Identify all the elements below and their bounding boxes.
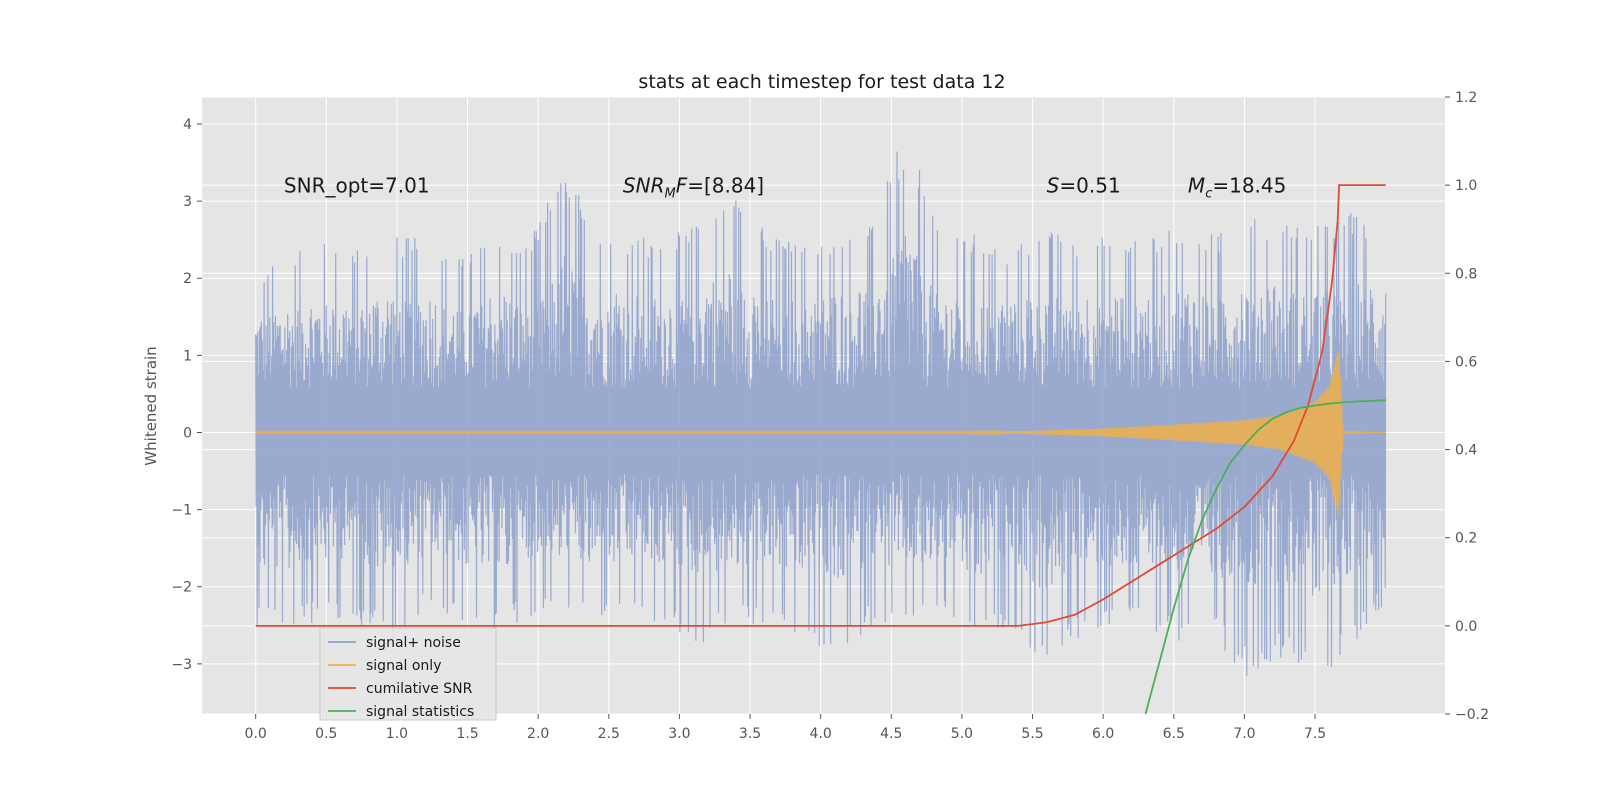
x-tick-label: 7.0	[1233, 726, 1255, 742]
y-tick-label: −3	[171, 657, 192, 673]
series-cumulative-snr-line	[255, 184, 1386, 627]
x-tick-label: 2.0	[527, 726, 549, 742]
x-tick-label: 7.5	[1304, 726, 1326, 742]
chart-title: stats at each timestep for test data 12	[638, 71, 1005, 93]
annotations: SNR_opt=7.01 SNRMF=[8.84] S=0.51 Mc=18.45	[284, 174, 1286, 202]
y2-tick-label: 0.0	[1455, 619, 1477, 635]
legend: signal+ noise signal only cumilative SNR si…	[319, 627, 497, 721]
x-tick-label: 5.0	[951, 726, 973, 742]
x-tick-label: 5.5	[1021, 726, 1043, 742]
y2-tick-label: 0.2	[1455, 531, 1477, 547]
annotation-0: SNR_opt=7.01	[284, 174, 430, 198]
legend-label-2: cumilative SNR	[366, 681, 473, 697]
x-tick-label: 1.5	[456, 726, 478, 742]
legend-box	[319, 627, 497, 721]
legend-label-0: signal+ noise	[366, 635, 461, 651]
y-tick-label: 3	[183, 194, 192, 210]
y-tick-label: 1	[183, 348, 192, 364]
legend-label-3: signal statistics	[366, 704, 474, 720]
x-tick-label: 0.5	[315, 726, 337, 742]
y-tick-label: 0	[183, 425, 192, 441]
y2-tick-label: 0.8	[1455, 266, 1477, 282]
series-signal-noise-line	[255, 151, 1387, 677]
y2-tick-label: 0.6	[1455, 354, 1477, 370]
x-tick-label: 4.5	[880, 726, 902, 742]
x-tick-label: 6.0	[1092, 726, 1114, 742]
y2-tick-label: 0.4	[1455, 443, 1477, 459]
series-signal-statistics-line	[1144, 399, 1386, 714]
plot-series	[255, 151, 1387, 714]
y-tick-label: 2	[183, 271, 192, 287]
x-tick-label: 3.5	[739, 726, 761, 742]
annotation-3: Mc=18.45	[1188, 174, 1286, 202]
x-tick-label: 1.0	[386, 726, 408, 742]
x-tick-label: 6.5	[1163, 726, 1185, 742]
x-tick-label: 3.0	[668, 726, 690, 742]
x-tick-label: 0.0	[245, 726, 267, 742]
y-axis-label: Whitened strain	[142, 346, 160, 465]
y2-tick-label: 1.2	[1455, 90, 1477, 106]
series-signal-only-line	[255, 350, 1386, 516]
x-tick-label: 4.0	[810, 726, 832, 742]
legend-label-1: signal only	[366, 658, 441, 674]
y-tick-label: 4	[183, 117, 192, 133]
y-tick-label: −2	[171, 580, 192, 596]
y2-tick-label: 1.0	[1455, 178, 1477, 194]
annotation-2: S=0.51	[1047, 174, 1121, 198]
y2-tick-label: −0.2	[1455, 707, 1489, 723]
y-tick-label: −1	[171, 503, 192, 519]
x-tick-label: 2.5	[598, 726, 620, 742]
annotation-1: SNRMF=[8.84]	[623, 174, 764, 202]
ticks: 0.0 0.5 1.0 1.5 2.0 2.5 3.0 3.5 4.0 4.5 5.0 5.5 6.0 6…	[171, 90, 1489, 742]
